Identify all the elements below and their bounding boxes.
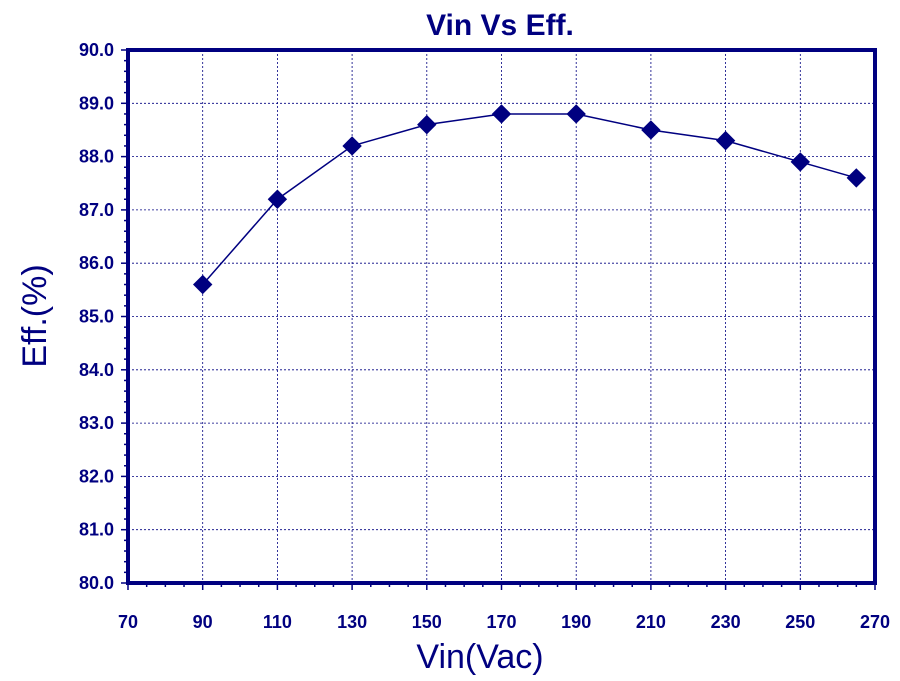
y-tick-label: 87.0	[79, 200, 114, 220]
x-tick-label: 270	[860, 612, 890, 632]
y-tick-label: 83.0	[79, 413, 114, 433]
minor-ticks	[121, 49, 876, 590]
y-tick-label: 81.0	[79, 520, 114, 540]
x-tick-label: 190	[561, 612, 591, 632]
y-tick-label: 84.0	[79, 360, 114, 380]
y-tick-label: 85.0	[79, 307, 114, 327]
chart-title: Vin Vs Eff.	[426, 9, 574, 42]
x-tick-label: 250	[785, 612, 815, 632]
y-tick-label: 90.0	[79, 40, 114, 60]
y-tick-label: 89.0	[79, 93, 114, 113]
grid	[127, 49, 876, 584]
y-axis-label: Eff.(%)	[16, 264, 54, 367]
x-tick-label: 210	[636, 612, 666, 632]
data-point-marker	[417, 114, 437, 135]
data-point-marker	[342, 136, 362, 156]
data-point-marker	[790, 152, 811, 172]
data-point-marker	[846, 168, 867, 188]
x-tick-label: 150	[412, 612, 442, 632]
y-tick-label: 80.0	[79, 573, 114, 593]
data-point-marker	[641, 120, 661, 140]
data-point-marker	[267, 189, 288, 209]
x-tick-labels: 70 90 110 130 150 170 190 210 230 250 270	[118, 612, 890, 632]
data-point-marker	[491, 104, 512, 124]
x-tick-label: 170	[486, 612, 516, 632]
y-tick-label: 88.0	[79, 147, 114, 167]
y-tick-labels: 80.0 81.0 82.0 83.0 84.0 85.0 86.0 87.0 88.0 89.0…	[79, 40, 114, 593]
data-point-marker	[566, 104, 586, 124]
data-markers	[192, 104, 867, 295]
x-tick-label: 130	[337, 612, 367, 632]
x-axis-label: Vin(Vac)	[416, 638, 543, 676]
data-point-marker	[192, 274, 213, 295]
y-tick-label: 86.0	[79, 253, 114, 273]
x-tick-label: 110	[263, 612, 292, 632]
y-tick-label: 82.0	[79, 466, 114, 486]
data-point-marker	[715, 130, 736, 151]
x-tick-label: 230	[711, 612, 741, 632]
series-line	[202, 113, 857, 286]
x-tick-label: 70	[118, 612, 138, 632]
x-tick-label: 90	[193, 612, 213, 632]
